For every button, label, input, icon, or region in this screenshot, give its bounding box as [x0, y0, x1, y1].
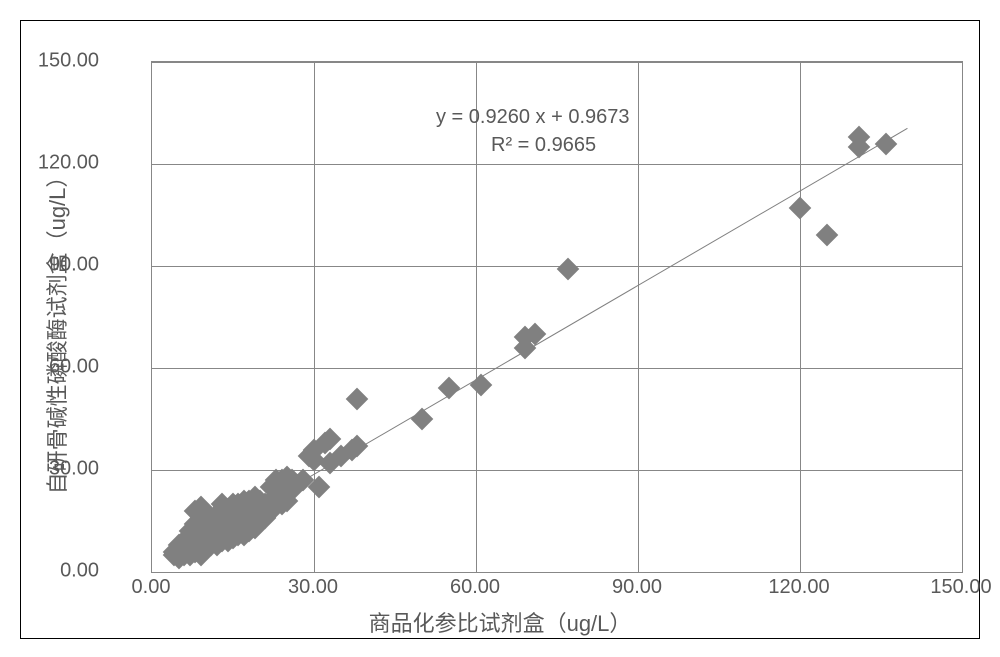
y-axis-label: 自研骨碱性磷酸酶试剂盒（ug/L）	[40, 165, 72, 494]
x-tick-label: 120.00	[768, 576, 829, 599]
x-tick-label: 150.00	[930, 576, 991, 599]
x-tick-label: 90.00	[612, 576, 662, 599]
y-tick-label: 150.00	[38, 50, 99, 73]
data-point	[346, 387, 369, 410]
gridline-vertical	[962, 62, 963, 572]
gridline-horizontal	[152, 62, 962, 63]
data-point	[438, 377, 461, 400]
fit-equation: y = 0.9260 x + 0.9673	[436, 106, 630, 129]
data-point	[816, 224, 839, 247]
x-axis-label: 商品化参比试剂盒（ug/L）	[369, 606, 632, 638]
gridline-horizontal	[152, 368, 962, 369]
gridline-vertical	[638, 62, 639, 572]
x-tick-label: 60.00	[450, 576, 500, 599]
x-tick-label: 0.00	[132, 576, 171, 599]
gridline-vertical	[476, 62, 477, 572]
x-tick-label: 30.00	[288, 576, 338, 599]
fit-r-squared: R² = 0.9665	[491, 134, 596, 157]
chart-border: 0.0030.0060.0090.00120.00150.00 0.0030.0…	[20, 20, 980, 639]
gridline-vertical	[800, 62, 801, 572]
chart-container: 0.0030.0060.0090.00120.00150.00 0.0030.0…	[0, 0, 1000, 657]
data-point	[789, 197, 812, 220]
gridline-vertical	[314, 62, 315, 572]
data-point	[556, 258, 579, 281]
data-point	[470, 374, 493, 397]
data-point	[411, 408, 434, 431]
gridline-horizontal	[152, 164, 962, 165]
y-tick-label: 0.00	[60, 560, 99, 583]
